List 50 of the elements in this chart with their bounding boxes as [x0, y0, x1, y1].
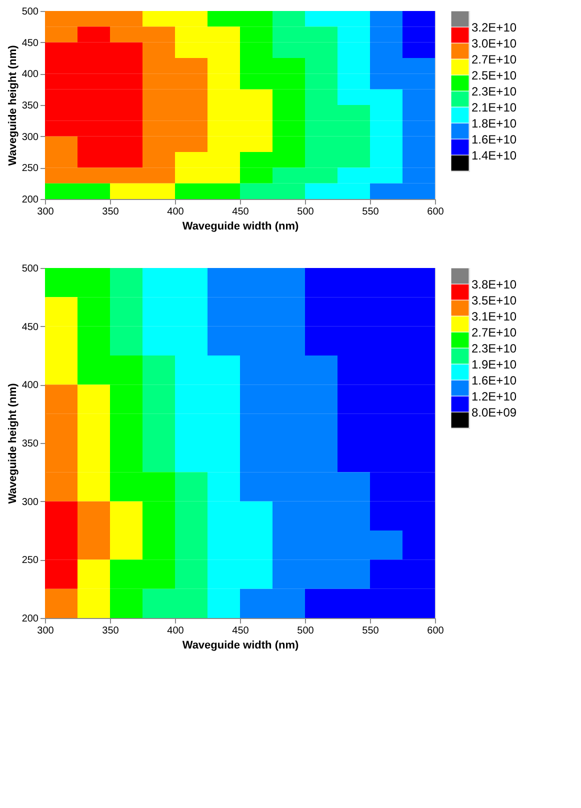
color-bar-label: 2.7E+10 [472, 52, 517, 66]
y-axis-title: Waveguide height (nm) [6, 44, 19, 166]
x-tick-label: 600 [427, 206, 444, 218]
x-tick-label: 300 [37, 206, 54, 218]
x-tick-label: 600 [427, 626, 444, 636]
color-bar-label: 1.2E+10 [472, 390, 517, 404]
x-tick-label: 500 [297, 626, 314, 636]
color-bar-label: 3.1E+10 [472, 310, 517, 324]
color-bar-label: 3.0E+10 [472, 36, 517, 50]
y-tick-label: 250 [22, 555, 39, 566]
x-tick-label: 350 [102, 206, 120, 218]
y-tick-label: 500 [22, 6, 39, 18]
x-tick-label: 500 [297, 206, 314, 218]
color-bar-label: 1.6E+10 [472, 132, 517, 146]
y-tick-label: 200 [22, 194, 39, 206]
x-tick-label: 400 [167, 626, 184, 636]
x-tick-label: 550 [362, 626, 380, 636]
y-tick-label: 250 [22, 163, 39, 174]
y-tick-label: 500 [22, 264, 39, 274]
x-tick-label: 550 [362, 206, 380, 218]
color-bar-label: 2.5E+10 [472, 68, 517, 82]
color-bar-label: 2.1E+10 [472, 100, 517, 114]
y-tick-label: 450 [22, 322, 39, 333]
color-bar-label: 3.8E+10 [472, 278, 517, 292]
y-tick-label: 350 [22, 100, 39, 112]
x-tick-label: 450 [232, 626, 250, 636]
y-tick-label: 400 [22, 69, 39, 80]
y-tick-label: 350 [22, 438, 39, 450]
x-tick-label: 300 [37, 626, 54, 636]
color-bar-label: 1.4E+10 [472, 148, 517, 162]
x-axis-title: Waveguide width (nm) [182, 220, 299, 232]
color-bar-label: 8.0E+09 [472, 406, 517, 420]
x-tick-label: 450 [232, 206, 250, 218]
color-bar-label: 3.2E+10 [472, 20, 517, 34]
x-tick-label: 400 [167, 206, 184, 218]
x-tick-label: 350 [102, 626, 120, 636]
color-bar-label: 1.6E+10 [472, 374, 517, 388]
y-tick-label: 300 [22, 496, 39, 508]
y-tick-label: 200 [22, 614, 39, 624]
color-bar-label: 2.3E+10 [472, 84, 517, 98]
color-bar-label: 2.3E+10 [472, 342, 517, 356]
color-bar-label: 1.8E+10 [472, 116, 517, 130]
y-tick-label: 450 [22, 38, 39, 49]
color-bar-label: 1.9E+10 [472, 358, 517, 372]
color-bar-label: 2.7E+10 [472, 326, 517, 340]
y-axis-title: Waveguide height (nm) [6, 382, 19, 504]
color-bar-label: 3.5E+10 [472, 294, 517, 308]
y-tick-label: 300 [22, 132, 39, 143]
y-tick-label: 400 [22, 380, 39, 392]
x-axis-title: Waveguide width (nm) [182, 640, 299, 652]
